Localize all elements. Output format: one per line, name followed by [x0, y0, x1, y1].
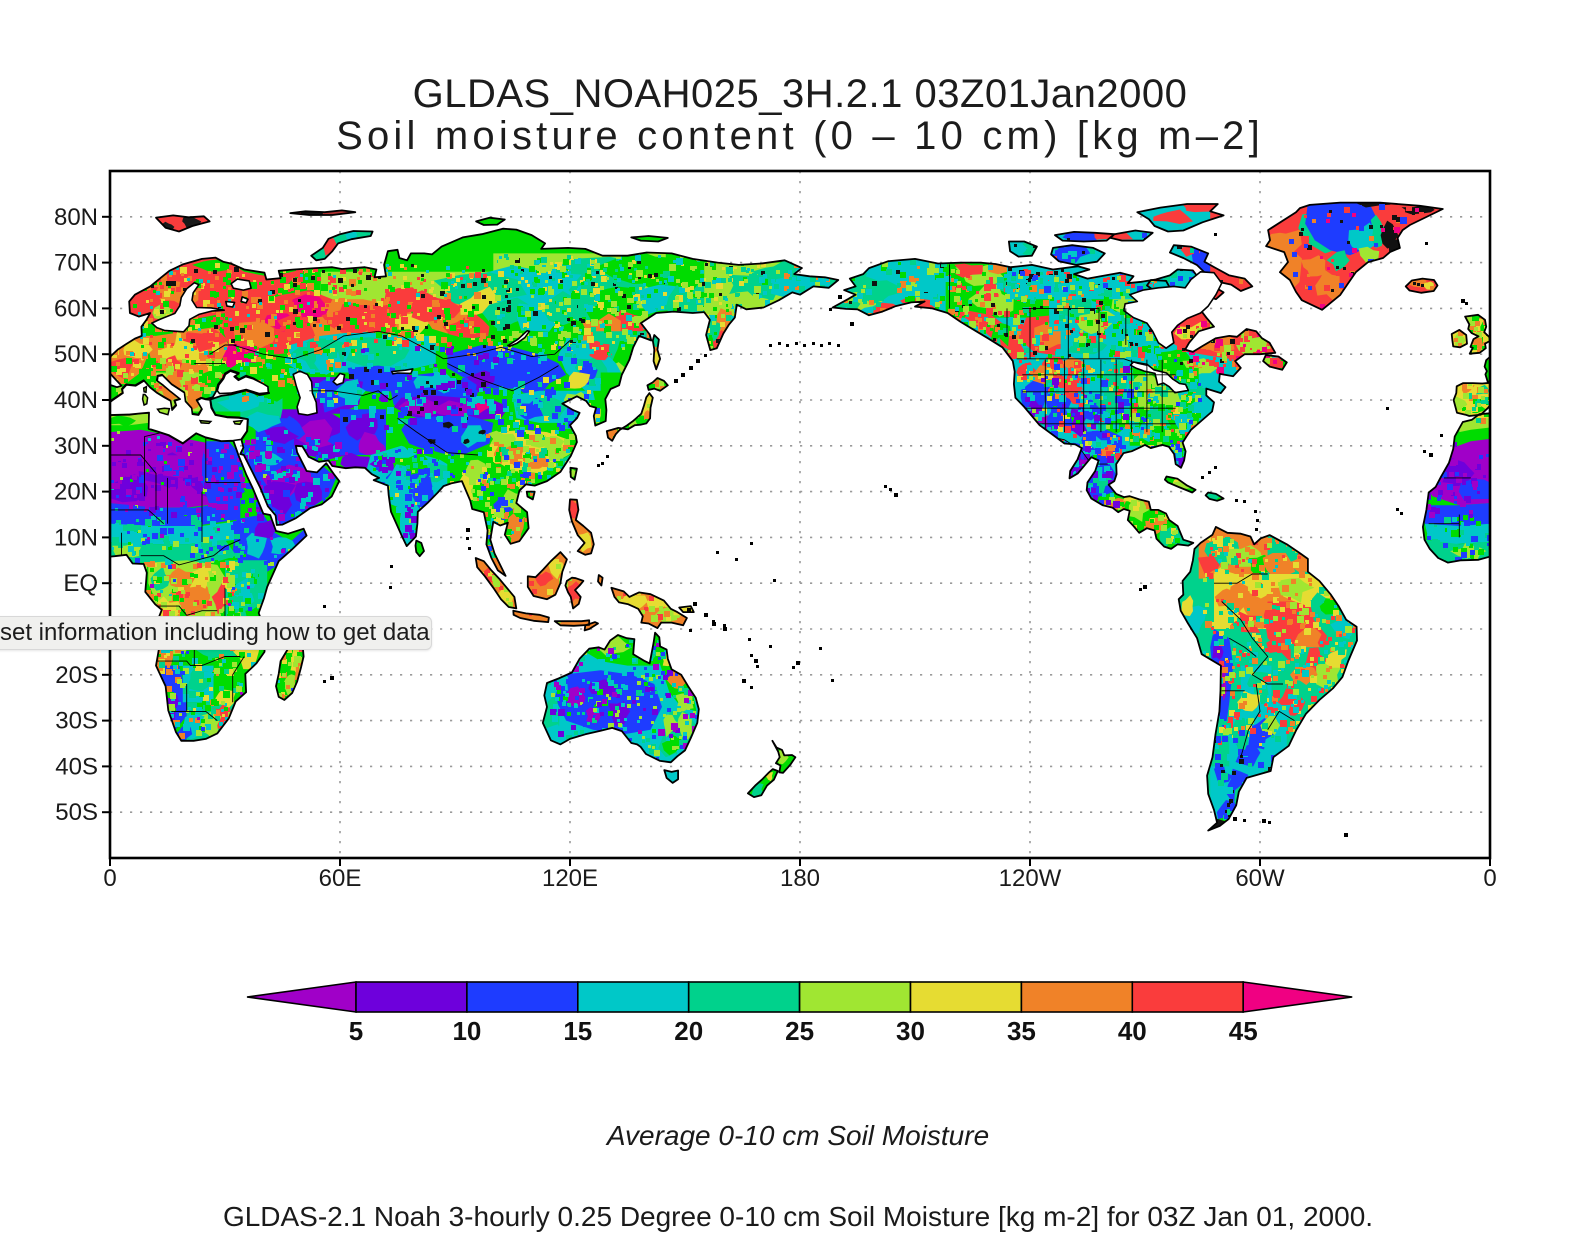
svg-text:50N: 50N: [54, 341, 98, 368]
svg-text:35: 35: [1007, 1016, 1036, 1046]
svg-text:40: 40: [1118, 1016, 1147, 1046]
svg-text:50S: 50S: [55, 799, 98, 826]
svg-text:EQ: EQ: [63, 570, 98, 597]
svg-text:15: 15: [563, 1016, 592, 1046]
svg-text:Soil moisture content (0 – 10: Soil moisture content (0 – 10 cm) [kg m–…: [336, 114, 1264, 158]
svg-text:120E: 120E: [542, 865, 598, 892]
svg-text:40S: 40S: [55, 753, 98, 780]
svg-text:30N: 30N: [54, 433, 98, 460]
svg-text:60N: 60N: [54, 295, 98, 322]
svg-text:25: 25: [785, 1016, 814, 1046]
svg-text:80N: 80N: [54, 204, 98, 231]
svg-text:30S: 30S: [55, 708, 98, 735]
svg-text:60E: 60E: [319, 865, 362, 892]
svg-text:70N: 70N: [54, 250, 98, 277]
svg-text:180: 180: [780, 865, 820, 892]
svg-text:20S: 20S: [55, 662, 98, 689]
svg-text:60W: 60W: [1235, 865, 1285, 892]
svg-text:10: 10: [452, 1016, 481, 1046]
svg-text:0: 0: [103, 865, 116, 892]
svg-text:120W: 120W: [999, 865, 1062, 892]
svg-text:Average 0-10 cm Soil Moisture: Average 0-10 cm Soil Moisture: [605, 1120, 989, 1151]
svg-text:40N: 40N: [54, 387, 98, 414]
svg-text:GLDAS_NOAH025_3H.2.1 03Z01Jan: GLDAS_NOAH025_3H.2.1 03Z01Jan2000: [413, 72, 1188, 116]
svg-text:5: 5: [349, 1016, 363, 1046]
svg-text:0: 0: [1483, 865, 1496, 892]
svg-text:10N: 10N: [54, 524, 98, 551]
svg-text:30: 30: [896, 1016, 925, 1046]
svg-text:45: 45: [1229, 1016, 1258, 1046]
svg-text:GLDAS-2.1 Noah 3-hourly 0.25 D: GLDAS-2.1 Noah 3-hourly 0.25 Degree 0-10…: [223, 1201, 1373, 1232]
svg-text:20: 20: [674, 1016, 703, 1046]
svg-text:20N: 20N: [54, 479, 98, 506]
